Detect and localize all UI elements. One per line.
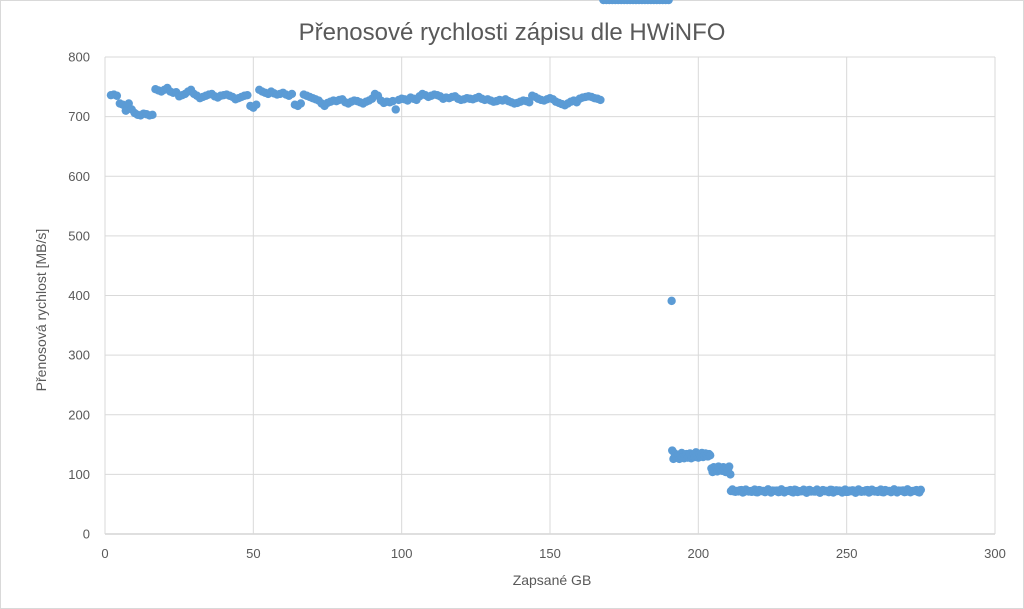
data-point xyxy=(243,90,252,100)
y-tick-labels: 0 100 200 300 400 500 600 700 800 xyxy=(68,50,90,542)
data-point xyxy=(287,89,297,99)
y-tick-label: 200 xyxy=(68,407,90,422)
data-point xyxy=(664,0,673,5)
y-tick-label: 600 xyxy=(68,169,90,184)
y-tick-label: 400 xyxy=(68,288,90,303)
data-point xyxy=(596,95,605,105)
data-point xyxy=(706,451,715,460)
y-tick-label: 100 xyxy=(68,467,90,482)
data-point xyxy=(148,110,157,120)
x-tick-label: 50 xyxy=(246,546,260,561)
x-tick-label: 300 xyxy=(984,546,1006,561)
data-point xyxy=(391,105,400,114)
gridlines xyxy=(104,56,996,535)
x-tick-labels: 0 50 100 150 200 250 300 xyxy=(101,546,1005,561)
y-tick-label: 700 xyxy=(68,109,90,124)
chart-title: Přenosové rychlosti zápisu dle HWiNFO xyxy=(299,19,726,46)
data-point xyxy=(252,100,261,109)
x-tick-label: 200 xyxy=(687,546,709,561)
data-point xyxy=(296,99,305,108)
data-point xyxy=(726,470,735,479)
data-point xyxy=(916,485,926,494)
data-point xyxy=(724,462,734,471)
y-tick-label: 0 xyxy=(83,527,90,542)
y-tick-label: 800 xyxy=(68,50,90,65)
y-axis-label: Přenosová rychlost [MB/s] xyxy=(33,229,49,392)
data-points xyxy=(106,0,926,498)
data-point xyxy=(667,296,676,306)
x-tick-label: 150 xyxy=(539,546,561,561)
y-tick-label: 500 xyxy=(68,228,90,243)
data-point xyxy=(525,98,534,107)
x-tick-label: 100 xyxy=(391,546,413,561)
x-axis-label: Zapsané GB xyxy=(513,572,592,588)
x-tick-label: 250 xyxy=(836,546,858,561)
x-tick-label: 0 xyxy=(101,546,108,561)
y-tick-label: 300 xyxy=(68,348,90,363)
data-point xyxy=(112,91,122,100)
